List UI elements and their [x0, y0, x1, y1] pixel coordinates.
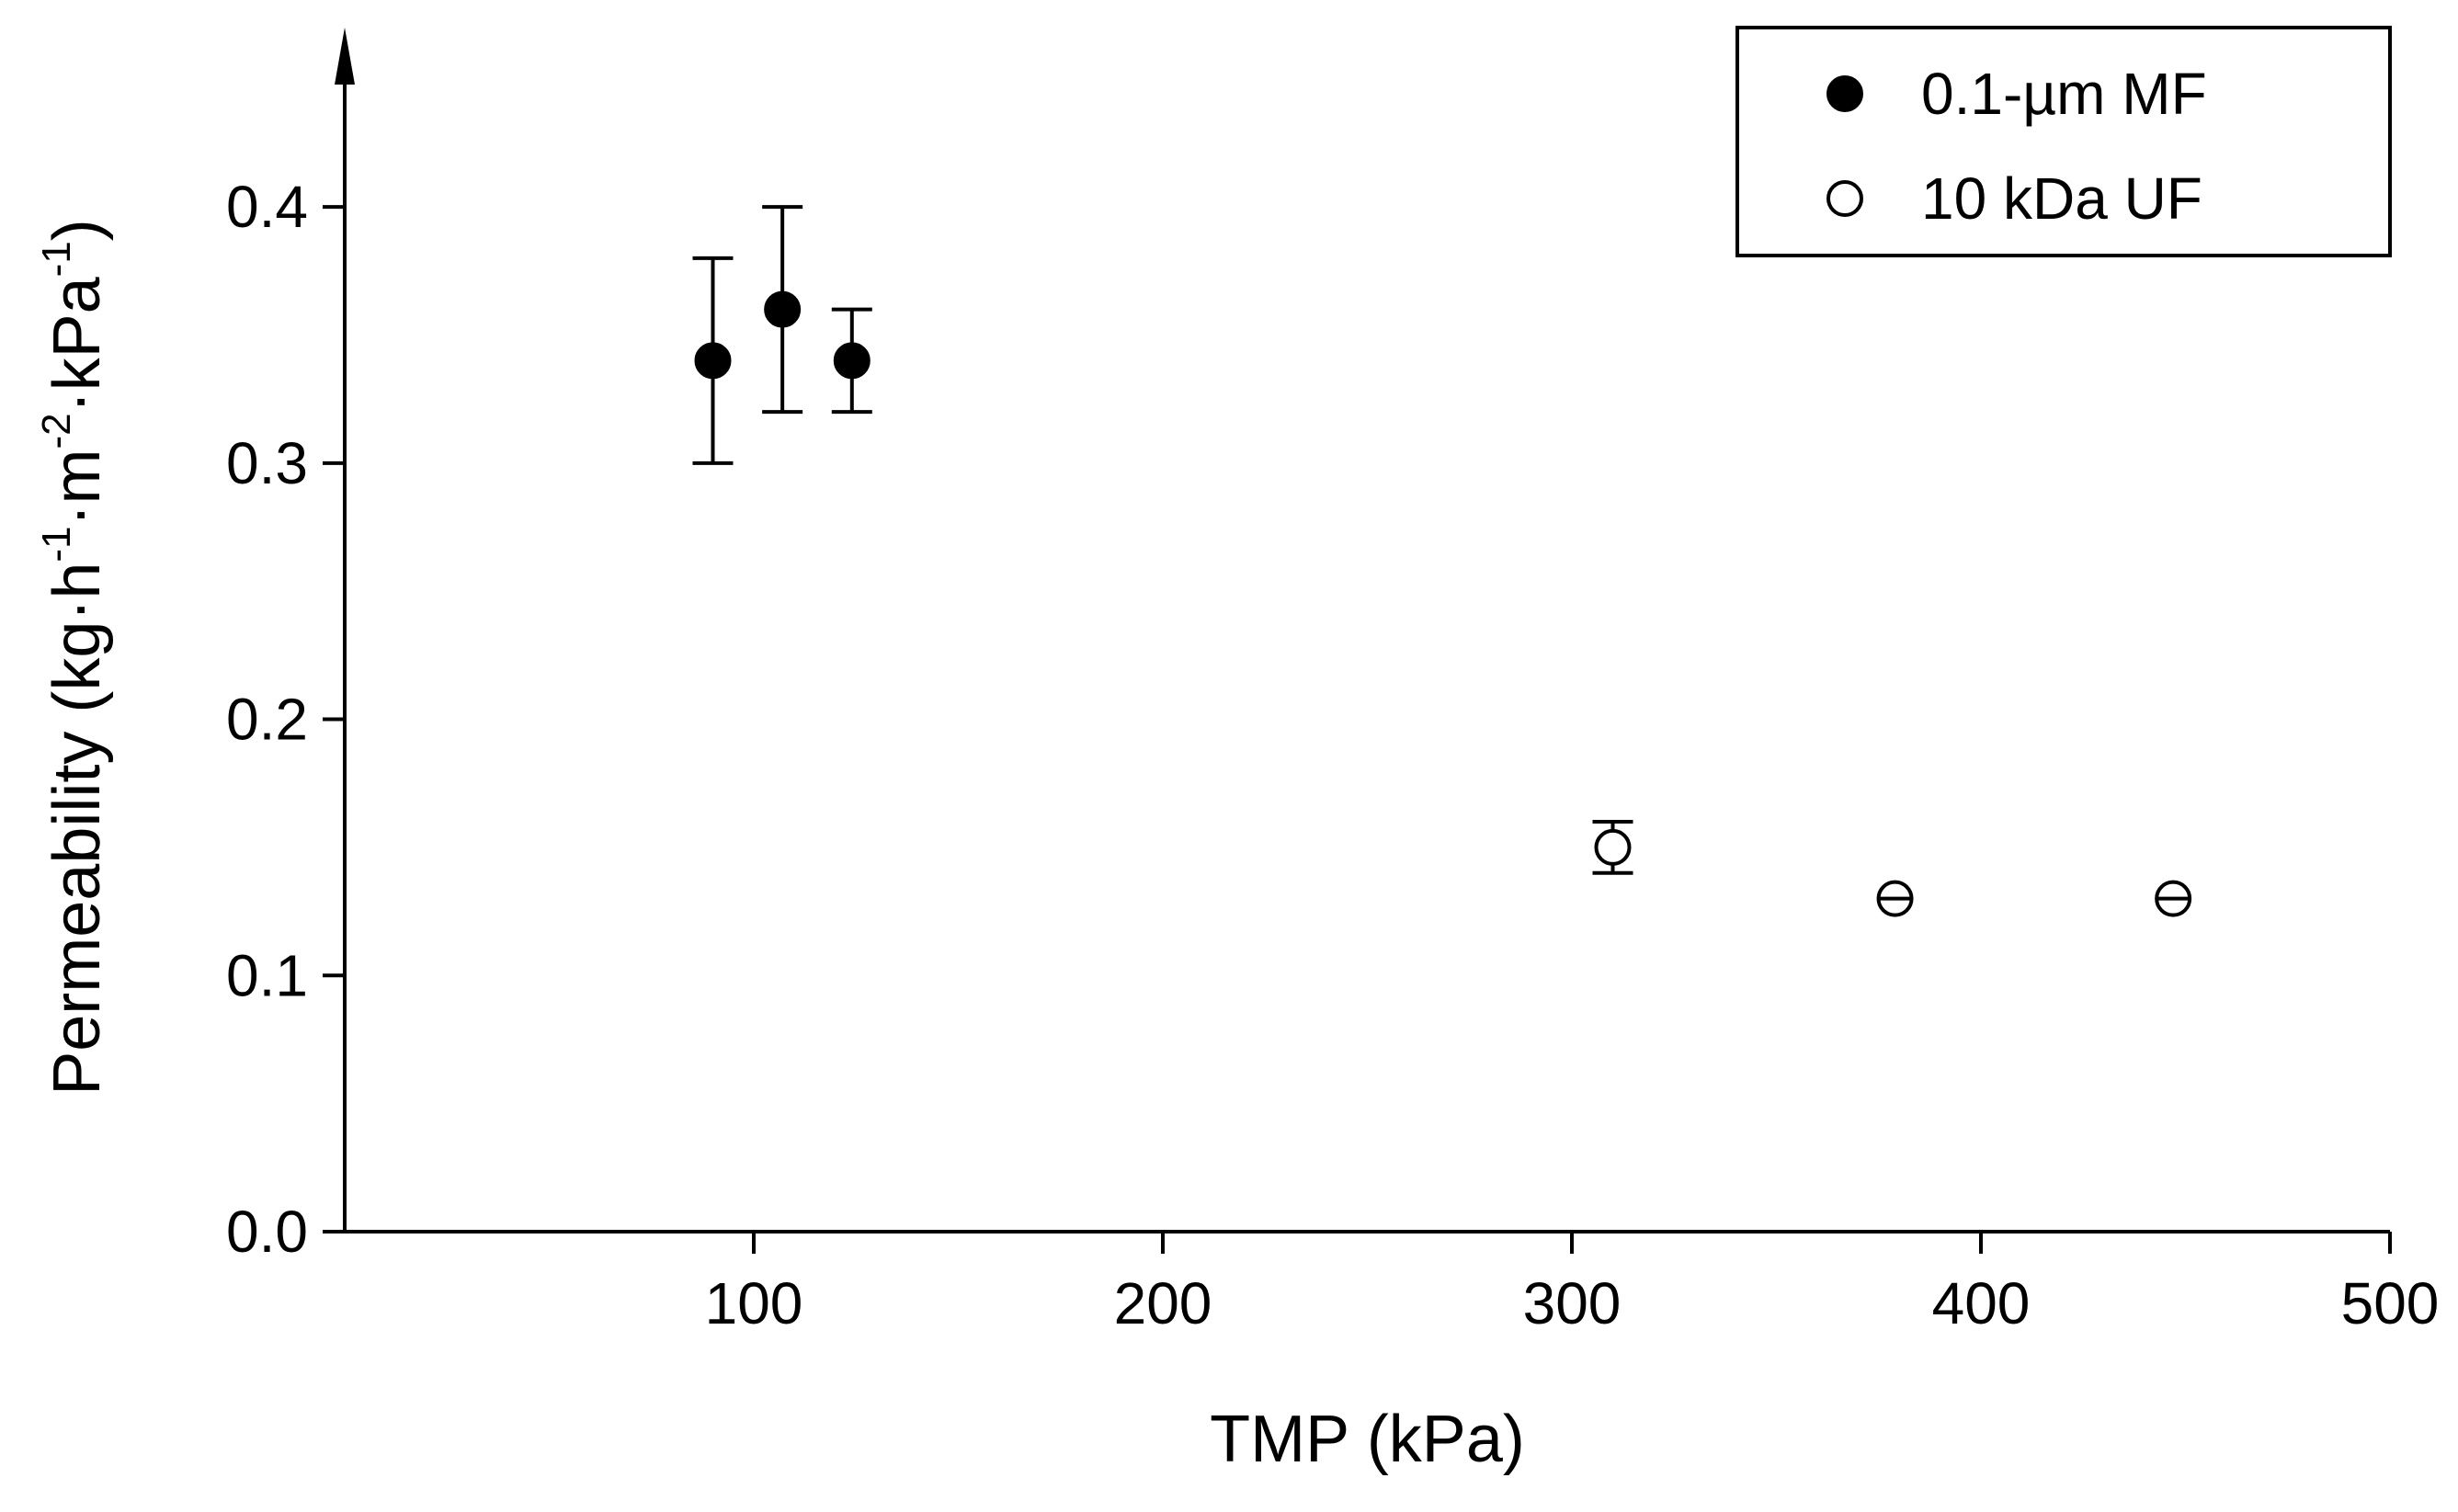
y-tick-label: 0.1: [226, 942, 308, 1008]
legend-box: [1735, 26, 2392, 257]
x-tick-label: 500: [2341, 1270, 2440, 1336]
mf-data-point: [833, 342, 871, 380]
y-axis-title-superscript: -1: [34, 526, 79, 562]
mf-data-point: [694, 342, 732, 380]
y-tick-label: 0.2: [226, 687, 308, 753]
y-axis-title-part: ·kPa: [40, 276, 114, 413]
x-tick-label: 300: [1523, 1270, 1622, 1336]
x-tick-label: 400: [1932, 1270, 2031, 1336]
y-tick-label: 0.4: [226, 174, 308, 240]
y-axis-title: Permeability (kg·h-1·m-2·kPa-1): [34, 219, 114, 1096]
y-axis-title-part: Permeability (kg·h: [40, 563, 114, 1096]
y-axis-title-superscript: -2: [34, 413, 79, 449]
x-tick-label: 200: [1114, 1270, 1212, 1336]
legend-marker-open-circle: [1826, 180, 1863, 217]
y-axis-title-part: ): [40, 219, 114, 241]
y-tick-label: 0.3: [226, 430, 308, 496]
y-axis-title-superscript: -1: [34, 241, 79, 277]
y-axis-title-part: ·m: [40, 449, 114, 527]
legend-label: 10 kDa UF: [1921, 165, 2202, 232]
legend-marker-filled-circle: [1826, 75, 1863, 112]
y-tick-label: 0.0: [226, 1199, 308, 1265]
x-tick-label: 100: [705, 1270, 803, 1336]
legend-label: 0.1-µm MF: [1921, 61, 2207, 127]
x-axis-title: TMP (kPa): [1210, 1403, 1525, 1476]
y-axis-arrow: [335, 28, 355, 85]
mf-data-point: [764, 290, 802, 328]
uf-data-point: [1594, 828, 1632, 866]
